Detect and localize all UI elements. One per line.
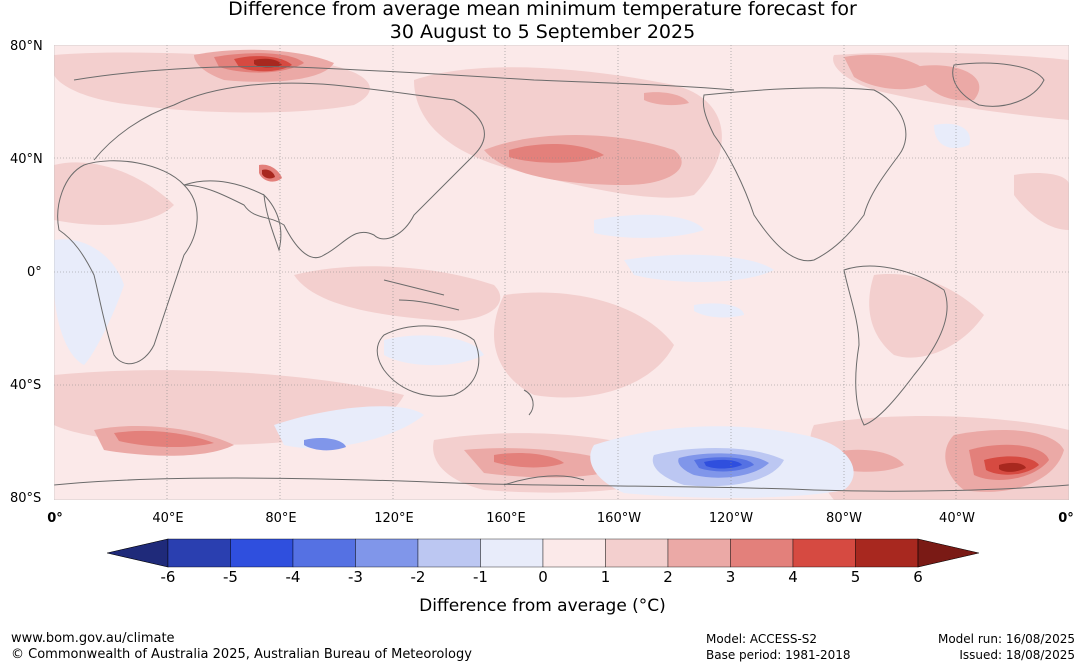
color-bar-segment [855, 538, 919, 568]
color-bar-tick-label: 6 [913, 568, 923, 586]
color-bar-segment [730, 538, 794, 568]
color-bar-segment [605, 538, 669, 568]
footer-issued: Issued: 18/08/2025 [959, 648, 1075, 662]
graticule [54, 45, 1069, 500]
color-bar-segment [667, 538, 731, 568]
lon-label-80w: 80°W [826, 511, 862, 526]
color-bar-segment [480, 538, 544, 568]
lat-label-80n: 80°N [10, 39, 43, 54]
color-bar-arrow-low [107, 538, 169, 568]
lon-label-0-left: 0° [47, 511, 63, 526]
lon-label-160w: 160°W [596, 511, 642, 526]
footer-copyright: © Commonwealth of Australia 2025, Austra… [11, 647, 472, 662]
color-bar-tick-label: -2 [410, 568, 426, 586]
color-bar-segment [792, 538, 856, 568]
color-bar-arrow-high [917, 538, 979, 568]
lat-label-80s: 80°S [10, 491, 42, 506]
color-bar-tick-label: -5 [223, 568, 238, 586]
color-bar-segment [542, 538, 606, 568]
lon-label-40e: 40°E [152, 511, 184, 526]
color-bar-tick-label: 0 [538, 568, 548, 586]
footer-base-period: Base period: 1981-2018 [706, 648, 851, 662]
lon-label-120w: 120°W [708, 511, 754, 526]
color-bar-label: Difference from average (°C) [419, 596, 666, 616]
footer-model: Model: ACCESS-S2 [706, 632, 818, 646]
color-bar-segment [417, 538, 481, 568]
color-bar-tick-label: -6 [160, 568, 176, 586]
map-title-line1: Difference from average mean minimum tem… [228, 0, 857, 20]
forecast-map [54, 45, 1069, 500]
lon-label-120e: 120°E [374, 511, 414, 526]
footer-url: www.bom.gov.au/climate [11, 631, 175, 646]
color-bar-tick-label: -4 [285, 568, 301, 586]
lat-label-equator: 0° [27, 265, 42, 280]
color-bar-segment [292, 538, 356, 568]
color-bar-tick-label: 2 [663, 568, 673, 586]
color-bar-tick-label: 5 [850, 568, 861, 586]
color-bar [107, 538, 979, 568]
color-bar-segment [355, 538, 419, 568]
lon-label-80e: 80°E [265, 511, 297, 526]
footer-model-run: Model run: 16/08/2025 [937, 632, 1075, 646]
coastlines [54, 62, 1069, 492]
lon-label-160e: 160°E [486, 511, 526, 526]
lat-label-40n: 40°N [10, 152, 43, 167]
lat-label-40s: 40°S [10, 378, 42, 393]
color-bar-segment [167, 538, 231, 568]
color-bar-tick-label: -3 [348, 568, 363, 586]
color-bar-segment [230, 538, 294, 568]
map-title-line2: 30 August to 5 September 2025 [389, 21, 696, 43]
color-bar-tick-label: -1 [473, 568, 488, 586]
color-bar-tick-label: 3 [725, 568, 736, 586]
lon-label-0-right: 0° [1058, 511, 1074, 526]
lon-label-40w: 40°W [939, 511, 975, 526]
color-bar-tick-label: 1 [600, 568, 611, 586]
anomaly-fields [54, 49, 1069, 500]
color-bar-tick-label: 4 [788, 568, 798, 586]
